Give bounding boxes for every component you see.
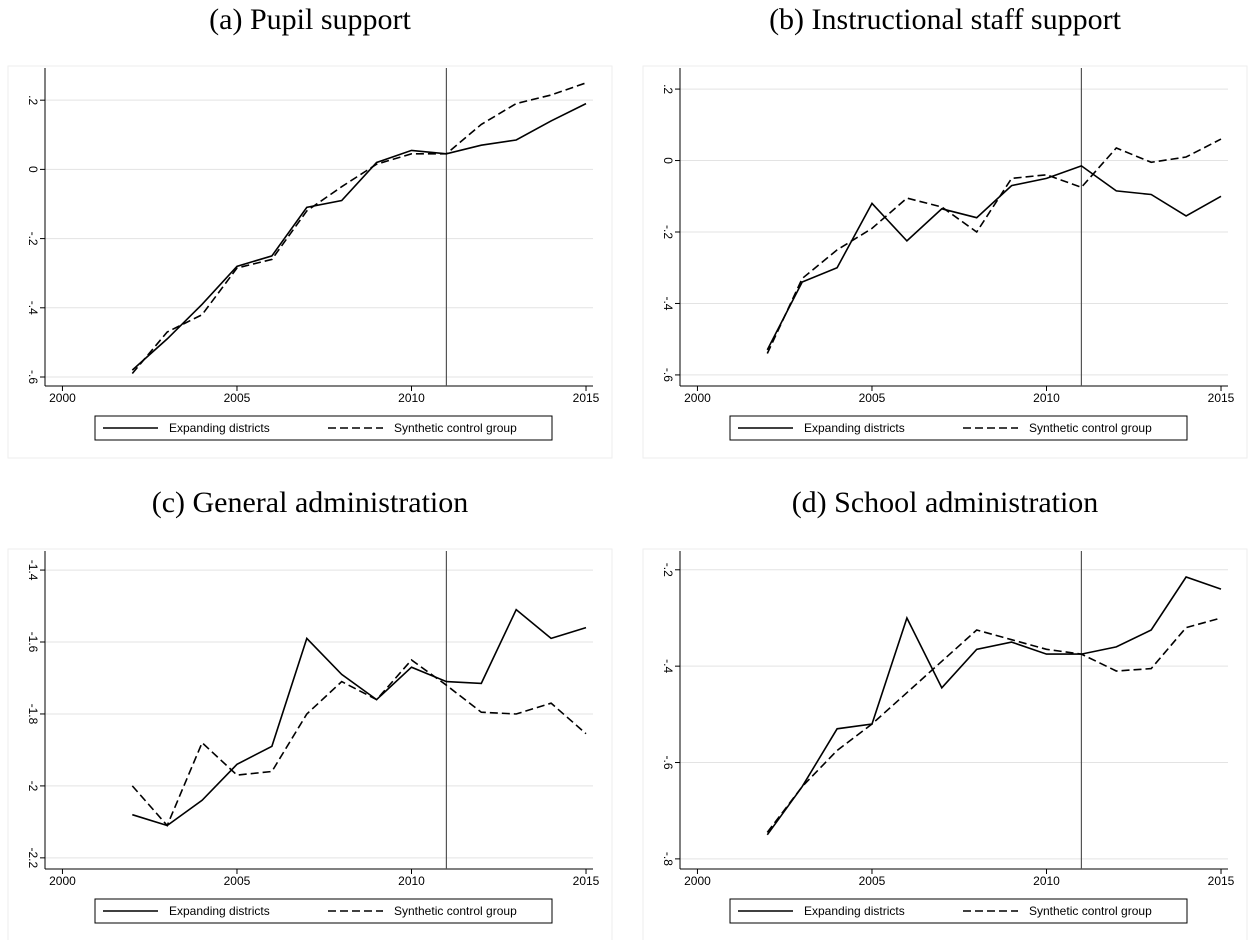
y-tick-label: -.6 (661, 756, 675, 770)
x-tick-label: 2005 (224, 391, 251, 405)
x-tick-label: 2015 (573, 391, 600, 405)
legend-label: Expanding districts (804, 421, 905, 435)
legend-label: Expanding districts (169, 904, 270, 918)
series-line (766, 576, 1222, 836)
y-tick-label: -2 (26, 781, 40, 792)
plot-frame (7, 65, 613, 459)
series-line (131, 658, 587, 827)
y-tick-label: -.4 (26, 301, 40, 315)
y-tick-label: .2 (661, 84, 675, 94)
y-tick-label: -1.6 (26, 632, 40, 653)
x-tick-label: 2005 (859, 874, 886, 888)
y-tick-label: -.6 (26, 370, 40, 384)
legend-label: Synthetic control group (1029, 421, 1152, 435)
panel: (c) General administration -2.2 -2 -1.8 -1.6… (7, 486, 613, 940)
y-tick-label: -.2 (661, 563, 675, 577)
x-tick-label: 2000 (684, 391, 711, 405)
panel-title: (c) General administration (152, 486, 469, 519)
panel-title: (d) School administration (792, 486, 1099, 519)
legend-label: Expanding districts (804, 904, 905, 918)
legend-label: Synthetic control group (394, 421, 517, 435)
x-tick-label: 2015 (1208, 874, 1235, 888)
panel: (d) School administration -.8 -.6 -.4 -.2 200… (642, 486, 1248, 940)
y-tick-label: -.2 (26, 232, 40, 246)
legend-label: Expanding districts (169, 421, 270, 435)
legend-label: Synthetic control group (394, 904, 517, 918)
x-tick-label: 2015 (1208, 391, 1235, 405)
x-tick-label: 2010 (1033, 874, 1060, 888)
series-line (131, 102, 587, 371)
x-tick-label: 2005 (224, 874, 251, 888)
panel-title: (a) Pupil support (209, 3, 411, 36)
series-line (766, 617, 1222, 833)
y-tick-label: -1.4 (26, 560, 40, 581)
y-tick-label: -.6 (661, 368, 675, 382)
panel-title: (b) Instructional staff support (769, 3, 1122, 36)
plot-frame (7, 548, 613, 940)
legend-label: Synthetic control group (1029, 904, 1152, 918)
y-tick-label: -.8 (661, 852, 675, 866)
series-line (766, 165, 1222, 351)
y-tick-label: .2 (26, 95, 40, 105)
x-tick-label: 2015 (573, 874, 600, 888)
y-tick-label: 0 (26, 166, 40, 173)
series-line (766, 138, 1222, 354)
panel: (a) Pupil support -.6 -.4 -.2 0 .2 2000 2005 201… (7, 3, 613, 459)
series-line (132, 608, 587, 827)
series-line (131, 82, 587, 375)
plot-frame (642, 548, 1248, 940)
y-tick-label: -2.2 (26, 848, 40, 869)
legend-box (729, 415, 1188, 441)
legend-box (94, 415, 553, 441)
plot-frame (642, 65, 1248, 459)
legend-box (729, 898, 1188, 924)
panel: (b) Instructional staff support -.6 -.4 -.2… (642, 3, 1248, 459)
x-tick-label: 2010 (398, 391, 425, 405)
x-tick-label: 2000 (684, 874, 711, 888)
y-tick-label: 0 (661, 157, 675, 164)
x-tick-label: 2010 (1033, 391, 1060, 405)
y-tick-label: -.4 (661, 296, 675, 310)
y-tick-label: -.4 (661, 659, 675, 673)
x-tick-label: 2000 (49, 391, 76, 405)
x-tick-label: 2010 (398, 874, 425, 888)
x-tick-label: 2000 (49, 874, 76, 888)
y-tick-label: -1.8 (26, 704, 40, 725)
y-tick-label: -.2 (661, 225, 675, 239)
legend-box (94, 898, 553, 924)
x-tick-label: 2005 (859, 391, 886, 405)
